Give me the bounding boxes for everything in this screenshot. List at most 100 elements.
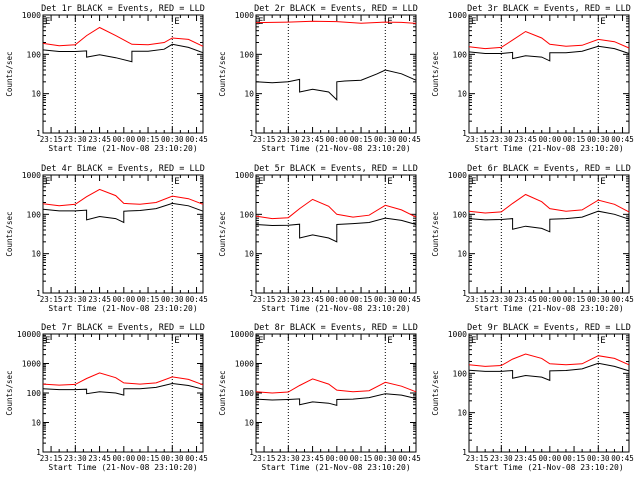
y-tick-label: 100: [27, 389, 42, 398]
x-tick-label: 00:45: [611, 454, 634, 463]
x-tick-label: 00:15: [350, 135, 373, 144]
detector-panel: Det 5r BLACK = Events, RED = LLD 1 10 100 10…: [218, 164, 421, 313]
x-tick-label: 00:30: [374, 135, 397, 144]
series-events-line: [42, 202, 204, 224]
x-tick-label: 23:15: [466, 454, 489, 463]
y-axis-label: Counts/sec: [218, 211, 227, 256]
event-marker-label: E: [174, 17, 179, 27]
y-tick-label: 10: [457, 90, 467, 99]
y-tick-label: 1000: [22, 171, 41, 180]
x-tick-label: 00:15: [350, 454, 373, 463]
series-lld-line: [468, 353, 630, 367]
x-tick-label: 23:30: [64, 454, 87, 463]
y-tick-label: 10: [31, 419, 41, 428]
x-tick-label: 00:15: [563, 454, 586, 463]
series-events-line: [468, 45, 630, 62]
event-marker-label: E: [387, 177, 392, 187]
x-tick-label: 23:15: [40, 454, 63, 463]
panel-title: Det 5r BLACK = Events, RED = LLD: [254, 164, 418, 174]
plot-frame: [468, 333, 630, 453]
panel-title: Det 1r BLACK = Events, RED = LLD: [41, 4, 205, 14]
x-tick-label: 23:15: [466, 135, 489, 144]
event-marker-label: E: [600, 17, 605, 27]
event-marker-label: E: [258, 177, 263, 187]
y-axis-label: Counts/sec: [5, 51, 14, 96]
series-events-line: [255, 393, 417, 407]
detector-panel: Det 1r BLACK = Events, RED = LLD 1 10 100 10…: [5, 4, 208, 153]
y-tick-label: 10: [244, 419, 254, 428]
event-marker-label: E: [45, 336, 50, 346]
y-tick-label: 1: [36, 448, 41, 457]
event-marker-label: E: [600, 336, 605, 346]
y-axis-label: Counts/sec: [218, 370, 227, 415]
plot-frame: [42, 174, 204, 294]
x-tick-label: 23:30: [490, 454, 513, 463]
x-tick-label: 00:00: [326, 295, 349, 304]
x-tick-label: 00:00: [326, 135, 349, 144]
x-tick-label: 00:30: [587, 454, 610, 463]
x-tick-label: 00:30: [374, 454, 397, 463]
x-tick-label: 00:15: [137, 295, 160, 304]
x-tick-label: 00:00: [539, 454, 562, 463]
y-tick-label: 10: [244, 90, 254, 99]
y-tick-label: 10: [457, 250, 467, 259]
series-events-line: [468, 362, 630, 382]
x-tick-label: 00:45: [185, 135, 208, 144]
x-tick-label: 00:00: [326, 454, 349, 463]
y-tick-label: 100: [240, 50, 255, 59]
plot-frame: [42, 333, 204, 453]
x-tick-label: 23:45: [88, 454, 111, 463]
event-marker-label: E: [471, 177, 476, 187]
x-tick-label: 23:30: [277, 295, 300, 304]
x-tick-label: 00:45: [398, 295, 421, 304]
panel-title: Det 6r BLACK = Events, RED = LLD: [467, 164, 631, 174]
x-tick-label: 23:30: [277, 135, 300, 144]
plot-frame: [255, 14, 417, 134]
x-axis-label: Start Time (21-Nov-08 23:10:20): [48, 144, 197, 153]
x-axis-label: Start Time (21-Nov-08 23:10:20): [474, 144, 623, 153]
x-tick-label: 23:45: [514, 454, 537, 463]
plot-frame: [468, 174, 630, 294]
x-tick-label: 00:15: [137, 454, 160, 463]
panel-title: Det 9r BLACK = Events, RED = LLD: [467, 323, 631, 333]
series-events-line: [255, 69, 417, 101]
detector-panel: Det 9r BLACK = Events, RED = LLD 1 10 100 10…: [431, 323, 634, 472]
panel-title: Det 7r BLACK = Events, RED = LLD: [41, 323, 205, 333]
y-tick-label: 1: [462, 289, 467, 298]
y-tick-label: 10000: [230, 330, 254, 339]
y-axis-label: Counts/sec: [431, 211, 440, 256]
y-axis-label: Counts/sec: [431, 51, 440, 96]
x-tick-label: 00:15: [350, 295, 373, 304]
series-lld-line: [468, 193, 630, 214]
series-events-line: [42, 43, 204, 63]
x-tick-label: 00:30: [587, 295, 610, 304]
panel-title: Det 4r BLACK = Events, RED = LLD: [41, 164, 205, 174]
x-tick-label: 23:45: [301, 454, 324, 463]
y-tick-label: 1: [249, 289, 254, 298]
event-marker-label: E: [174, 177, 179, 187]
detector-panel: Det 3r BLACK = Events, RED = LLD 1 10 100 10…: [431, 4, 634, 153]
x-tick-label: 00:15: [137, 135, 160, 144]
plot-frame: [42, 14, 204, 134]
y-tick-label: 1000: [448, 330, 467, 339]
x-tick-label: 00:30: [374, 295, 397, 304]
series-lld-line: [42, 26, 204, 47]
y-tick-label: 100: [240, 389, 255, 398]
x-tick-label: 23:45: [88, 295, 111, 304]
y-tick-label: 10000: [17, 330, 41, 339]
event-marker-label: E: [258, 336, 263, 346]
y-axis-label: Counts/sec: [5, 370, 14, 415]
x-tick-label: 23:15: [253, 454, 276, 463]
x-tick-label: 00:15: [563, 135, 586, 144]
series-events-line: [468, 210, 630, 233]
y-tick-label: 10: [31, 90, 41, 99]
event-marker-label: E: [258, 17, 263, 27]
y-tick-label: 1000: [22, 360, 41, 369]
y-tick-label: 100: [27, 210, 42, 219]
event-marker-label: E: [387, 336, 392, 346]
series-lld-line: [255, 198, 417, 220]
x-tick-label: 00:45: [611, 295, 634, 304]
x-axis-label: Start Time (21-Nov-08 23:10:20): [48, 304, 197, 313]
y-tick-label: 10: [244, 250, 254, 259]
